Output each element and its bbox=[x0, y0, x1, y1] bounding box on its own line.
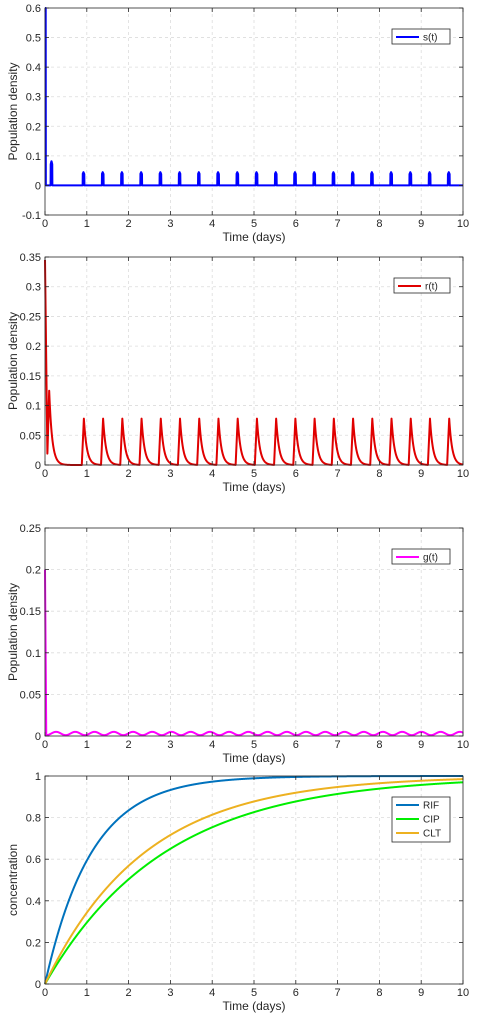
x-tick-label: 0 bbox=[42, 468, 48, 480]
panel-s: 0 1 2 3 4 5 6 7 8 9 10-0.100.10.20.30.40.50.6Time … bbox=[6, 3, 469, 244]
x-tick-label: 8 bbox=[376, 739, 382, 751]
legend-box bbox=[391, 548, 451, 565]
x-tick-label: 0 bbox=[42, 987, 48, 999]
x-tick-label: 2 bbox=[126, 987, 132, 999]
x-axis-label: Time (days) bbox=[223, 751, 286, 765]
y-tick-label: 0.1 bbox=[26, 401, 41, 413]
x-tick-label: 9 bbox=[418, 468, 424, 480]
x-tick-label: 5 bbox=[251, 739, 257, 751]
y-tick-label: 0 bbox=[35, 460, 41, 472]
x-tick-label: 2 bbox=[126, 468, 132, 480]
x-tick-label: 6 bbox=[293, 468, 299, 480]
series-concentration-cip bbox=[44, 781, 464, 985]
x-tick-label: 3 bbox=[167, 468, 173, 480]
x-tick-label: 4 bbox=[209, 468, 215, 480]
x-tick-label: 6 bbox=[293, 987, 299, 999]
y-tick-label: 0.05 bbox=[20, 430, 41, 442]
y-tick-label: 0.3 bbox=[26, 282, 41, 294]
x-tick-label: 9 bbox=[418, 739, 424, 751]
x-tick-label: 3 bbox=[167, 218, 173, 230]
x-tick-label: 2 bbox=[126, 218, 132, 230]
x-tick-label: 10 bbox=[457, 218, 469, 230]
legend-box bbox=[391, 28, 451, 45]
x-tick-label: 9 bbox=[418, 987, 424, 999]
panel-g: 0 1 2 3 4 5 6 7 8 9 10 0 0.05 0.1 0.15 0.2 0.25 Time (day… bbox=[6, 523, 469, 765]
x-tick-label: 7 bbox=[335, 218, 341, 230]
legend-label: s(t) bbox=[423, 33, 437, 44]
y-axis-label: concentration bbox=[6, 844, 20, 916]
x-tick-label: 8 bbox=[376, 218, 382, 230]
y-tick-label: 0 bbox=[35, 180, 41, 192]
y-tick-label: 0.15 bbox=[20, 371, 41, 383]
x-tick-label: 3 bbox=[167, 739, 173, 751]
y-tick-label: 0.25 bbox=[20, 311, 41, 323]
x-tick-label: 9 bbox=[418, 218, 424, 230]
y-axis-label: Population density bbox=[6, 62, 20, 160]
y-tick-label: 0.1 bbox=[26, 151, 41, 163]
x-tick-label: 10 bbox=[457, 468, 469, 480]
y-tick-label: 0.25 bbox=[20, 523, 41, 535]
y-tick-label: 0.2 bbox=[26, 121, 41, 133]
x-tick-label: 1 bbox=[84, 739, 90, 751]
y-tick-label: 0.6 bbox=[26, 3, 41, 15]
x-tick-label: 3 bbox=[167, 987, 173, 999]
x-tick-label: 1 bbox=[84, 468, 90, 480]
x-tick-label: 4 bbox=[209, 739, 215, 751]
x-tick-label: 7 bbox=[335, 468, 341, 480]
y-tick-label: 0.2 bbox=[26, 341, 41, 353]
legend-box bbox=[393, 277, 451, 294]
x-axis-label: Time (days) bbox=[223, 480, 286, 494]
x-tick-label: 4 bbox=[209, 218, 215, 230]
x-axis-label: Time (days) bbox=[223, 230, 286, 244]
x-tick-label: 1 bbox=[84, 218, 90, 230]
x-axis-label: Time (days) bbox=[223, 999, 286, 1013]
y-tick-label: -0.1 bbox=[22, 210, 41, 222]
y-tick-label: 0 bbox=[35, 731, 41, 743]
x-tick-label: 8 bbox=[376, 468, 382, 480]
x-tick-label: 2 bbox=[126, 739, 132, 751]
y-tick-label: 0.3 bbox=[26, 92, 41, 104]
y-tick-label: 0.2 bbox=[26, 937, 41, 949]
y-tick-label: 0.6 bbox=[26, 854, 41, 866]
y-tick-label: 0.5 bbox=[26, 33, 41, 45]
x-tick-label: 6 bbox=[293, 739, 299, 751]
series-s-st bbox=[44, 7, 464, 187]
x-tick-label: 6 bbox=[293, 218, 299, 230]
y-tick-label: 0.4 bbox=[26, 62, 41, 74]
legend-label: CIP bbox=[423, 815, 440, 826]
legend-label: r(t) bbox=[425, 282, 438, 293]
panel-concentration: 0 1 2 3 4 5 6 7 8 9 10 0 0.2 0.4 0.6 0.8 1 Time (days) con… bbox=[6, 771, 469, 1013]
y-axis-label: Population density bbox=[6, 583, 20, 681]
legend-label: CLT bbox=[423, 829, 441, 840]
y-tick-label: 1 bbox=[35, 771, 41, 783]
x-tick-label: 0 bbox=[42, 739, 48, 751]
x-tick-label: 4 bbox=[209, 987, 215, 999]
legend-label: g(t) bbox=[423, 553, 438, 564]
panel-r: 0 1 2 3 4 5 6 7 8 9 10 0 0.05 0.1 0.15 0.2 0.25 0.3 0.35 Ti… bbox=[6, 252, 469, 494]
y-tick-label: 0.2 bbox=[26, 565, 41, 577]
x-tick-label: 7 bbox=[335, 739, 341, 751]
x-tick-label: 1 bbox=[84, 987, 90, 999]
y-tick-label: 0.05 bbox=[20, 689, 41, 701]
x-tick-label: 5 bbox=[251, 468, 257, 480]
x-tick-label: 10 bbox=[457, 739, 469, 751]
x-tick-label: 5 bbox=[251, 987, 257, 999]
y-tick-label: 0 bbox=[35, 979, 41, 991]
x-tick-label: 8 bbox=[376, 987, 382, 999]
y-tick-label: 0.35 bbox=[20, 252, 41, 264]
series-concentration-clt bbox=[44, 778, 464, 985]
x-tick-label: 10 bbox=[457, 987, 469, 999]
x-tick-label: 7 bbox=[335, 987, 341, 999]
y-tick-label: 0.4 bbox=[26, 896, 41, 908]
y-tick-label: 0.1 bbox=[26, 648, 41, 660]
y-tick-label: 0.8 bbox=[26, 813, 41, 825]
x-tick-label: 5 bbox=[251, 218, 257, 230]
legend-label: RIF bbox=[423, 801, 439, 812]
y-tick-label: 0.15 bbox=[20, 606, 41, 618]
y-axis-label: Population density bbox=[6, 312, 20, 410]
x-tick-label: 0 bbox=[42, 218, 48, 230]
